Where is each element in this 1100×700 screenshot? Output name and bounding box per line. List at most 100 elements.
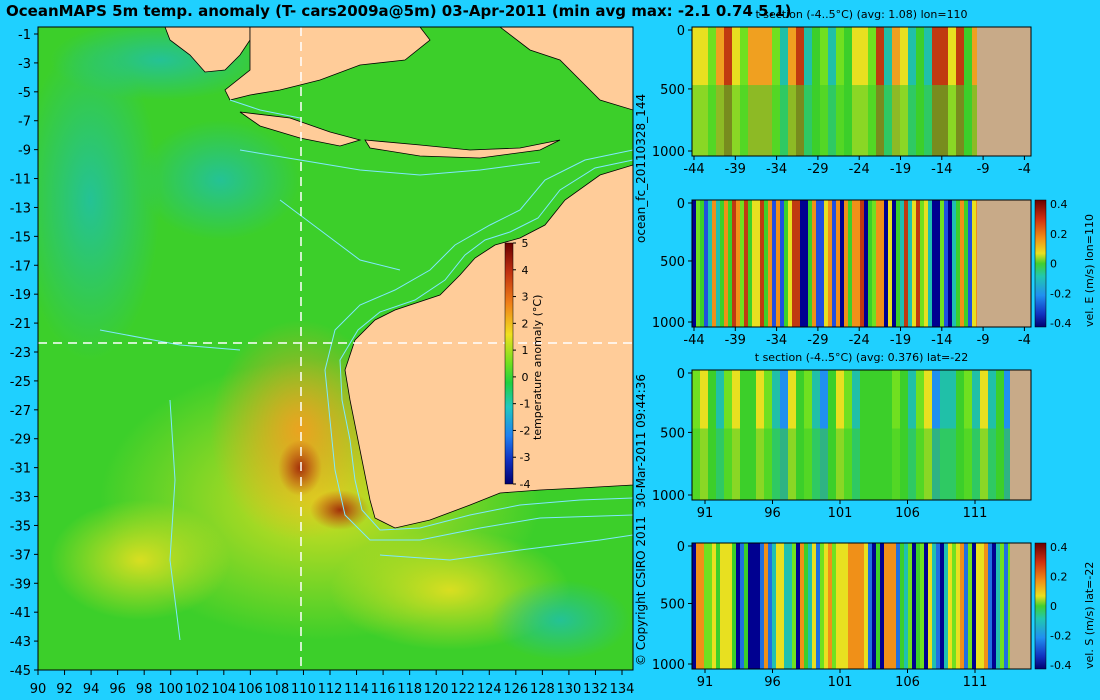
- velocity-colorbar-tick: 0: [1050, 258, 1057, 271]
- section-cell: [832, 543, 837, 669]
- depth-tick-label: 0: [677, 367, 685, 382]
- section-cell: [752, 200, 757, 327]
- lon-tick-label: 94: [83, 682, 100, 697]
- lon-tick-label: 90: [30, 682, 47, 697]
- depth-tick-label: 500: [660, 426, 685, 441]
- section-land: [977, 200, 1031, 327]
- section-cell: [756, 543, 761, 669]
- map-plot: [38, 27, 633, 670]
- section-cell: [932, 200, 937, 327]
- section-x-tick-label: 111: [963, 675, 988, 690]
- section-cell: [744, 200, 749, 327]
- section-x-tick-label: -24: [849, 162, 870, 177]
- velocity-colorbar-tick: -0.4: [1050, 659, 1071, 672]
- section-cell: [936, 200, 941, 327]
- section-cell: [868, 200, 873, 327]
- section-cell: [956, 543, 961, 669]
- section-x-tick-label: -14: [931, 162, 952, 177]
- section-cell: [908, 543, 913, 669]
- colorbar-tick-label: -3: [520, 451, 531, 464]
- land-lesser-sunda: [364, 139, 561, 159]
- lat-tick-label: -39: [10, 577, 31, 592]
- section-cell: [920, 543, 925, 669]
- section-cell: [872, 543, 877, 669]
- section-cell: [772, 543, 777, 669]
- section-cell: [720, 543, 725, 669]
- section-deep-band: [692, 85, 977, 156]
- section-cell: [916, 200, 921, 327]
- section-cell: [844, 200, 849, 327]
- section-cell: [884, 200, 889, 327]
- depth-tick-label: 0: [677, 197, 685, 212]
- section-cell: [896, 200, 901, 327]
- section-x-tick-label: -14: [931, 333, 952, 348]
- section-x-tick-label: -34: [766, 162, 787, 177]
- section-cell: [852, 200, 857, 327]
- section-x-tick-label: -4: [1018, 162, 1031, 177]
- section-cell: [928, 543, 933, 669]
- section-cell: [756, 200, 761, 327]
- colorbar-label: temperature anomaly (°C): [531, 295, 544, 440]
- lon-tick-label: 122: [450, 682, 475, 697]
- lon-tick-label: 130: [556, 682, 581, 697]
- section-frame: [691, 542, 1032, 670]
- section-cell: [880, 200, 885, 327]
- anomaly-cool-south: [490, 580, 630, 660]
- section-cell: [940, 543, 945, 669]
- section-panels: t section (-4..5°C) (avg: 1.08) lon=110 0…: [652, 8, 1096, 690]
- lon-tick-label: 120: [424, 682, 449, 697]
- lat-tick-label: -9: [18, 144, 31, 159]
- anomaly-hot-coast: [310, 490, 370, 530]
- section-cell: [768, 543, 773, 669]
- section-cell: [780, 200, 785, 327]
- lat-tick-label: -23: [10, 346, 31, 361]
- section-x-tick-label: -9: [977, 162, 990, 177]
- section-cell: [804, 543, 809, 669]
- section-cell: [964, 200, 969, 327]
- section-cell: [992, 543, 997, 669]
- velocity-colorbar-tick: 0.2: [1050, 228, 1068, 241]
- lat-tick-label: -41: [10, 606, 31, 621]
- section-cell: [824, 543, 829, 669]
- section-x-tick-label: -19: [890, 162, 911, 177]
- section-cell: [948, 200, 953, 327]
- section-cell: [940, 200, 945, 327]
- section-land: [1010, 370, 1031, 500]
- lon-tick-label: 126: [503, 682, 528, 697]
- section-cell: [832, 200, 837, 327]
- section-x-tick-label: -24: [849, 333, 870, 348]
- section-cell: [736, 200, 741, 327]
- section-panel-1: t section (-4..5°C) (avg: 1.08) lon=110 0…: [652, 8, 1032, 177]
- section-cell: [696, 543, 701, 669]
- section-x-tick-label: 101: [828, 506, 853, 521]
- section-cell: [944, 200, 949, 327]
- section-cell: [712, 200, 717, 327]
- copyright-label: © Copyright CSIRO 2011: [634, 516, 648, 666]
- section-cell: [840, 543, 845, 669]
- depth-tick-label: 0: [677, 24, 685, 39]
- depth-tick-label: 500: [660, 597, 685, 612]
- section-cell: [892, 543, 897, 669]
- section-x-tick-label: -44: [683, 333, 704, 348]
- section-cell: [964, 543, 969, 669]
- depth-tick-label: 500: [660, 83, 685, 98]
- lat-tick-label: -35: [10, 519, 31, 534]
- velocity-colorbar-tick: -0.4: [1050, 317, 1071, 330]
- section-x-tick-label: 91: [697, 675, 714, 690]
- section-cell: [944, 543, 949, 669]
- section-cell: [780, 543, 785, 669]
- section-cell: [880, 543, 885, 669]
- velocity-colorbar-label: vel. S (m/s) lat=-22: [1083, 562, 1096, 669]
- anomaly-cool-west: [38, 40, 160, 360]
- lat-tick-label: -45: [10, 664, 31, 679]
- section-cell: [900, 543, 905, 669]
- velocity-colorbar-tick: -0.2: [1050, 630, 1071, 643]
- section-cell: [828, 543, 833, 669]
- section-cell: [828, 200, 833, 327]
- section-cell: [868, 543, 873, 669]
- depth-tick-label: 1000: [652, 489, 685, 504]
- section-x-tick-label: 106: [895, 675, 920, 690]
- velocity-colorbar-tick: 0.4: [1050, 198, 1068, 211]
- section-x-tick-label: -34: [766, 333, 787, 348]
- section-cell: [952, 543, 957, 669]
